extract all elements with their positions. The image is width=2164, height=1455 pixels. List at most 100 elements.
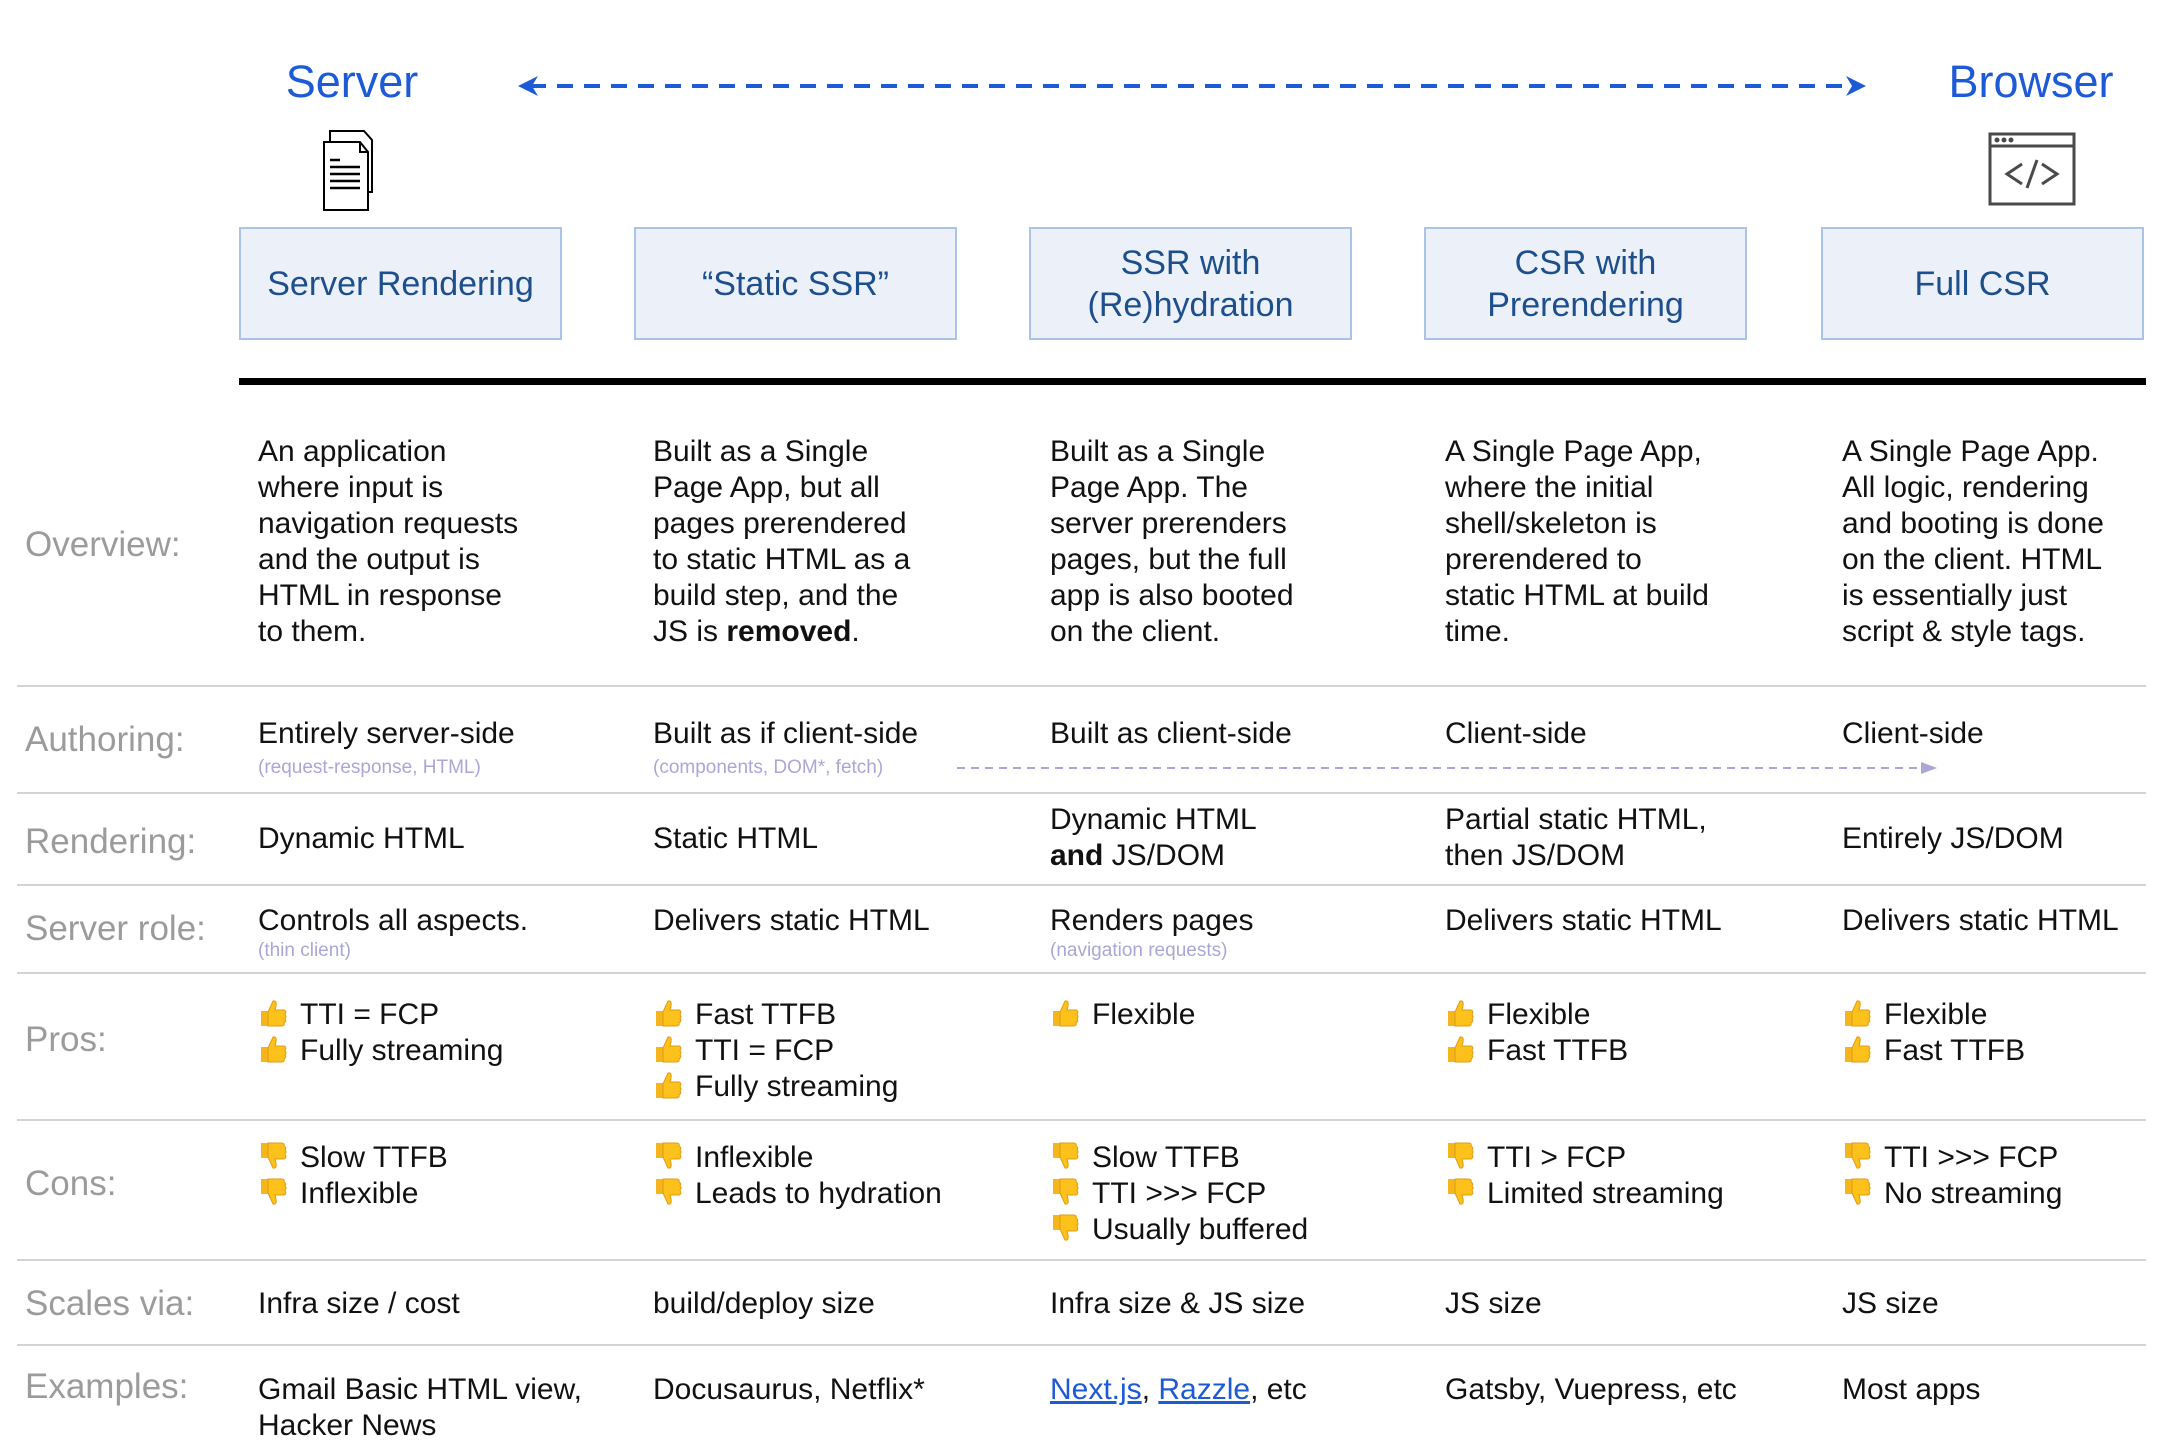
cell-line: Page App. The (1050, 470, 1294, 506)
pros-cell: TTI = FCP Fully streaming (258, 997, 503, 1069)
cell-line: time. (1445, 614, 1709, 650)
cell-text: Renders pages (1050, 904, 1254, 937)
cell-line: and JS/DOM (1050, 838, 1257, 874)
cell-line: Fast TTFB (1445, 1033, 1628, 1069)
cell-text: and (1050, 839, 1104, 872)
cell-text: , etc (1250, 1373, 1307, 1406)
row-label-overview: Overview: (25, 525, 181, 564)
cell-line: and the output is (258, 542, 518, 578)
cons-cell: Slow TTFB TTI >>> FCP Usually buffered (1050, 1140, 1308, 1248)
column-header-box: SSR with (Re)hydration (1029, 227, 1352, 340)
cell-line: Infra size / cost (258, 1286, 460, 1322)
thumbs-down-icon (261, 1142, 287, 1169)
server-title: Server (285, 56, 419, 107)
example-link[interactable]: Next.js (1050, 1373, 1142, 1406)
cell-text: JS size (1842, 1287, 1939, 1320)
pros-cell: Fast TTFB TTI = FCP Fully streaming (653, 997, 898, 1105)
thumbs-up-icon (1845, 1036, 1871, 1063)
cell-text: Slow TTFB (300, 1141, 448, 1174)
thumbs-down-icon (1053, 1142, 1079, 1169)
cell-text: to them. (258, 615, 367, 648)
thumbs-down-icon (1448, 1178, 1474, 1205)
cell-subnote: (components, DOM*, fetch) (653, 757, 884, 778)
cell-line: HTML in response (258, 578, 518, 614)
cell-text: Gatsby, Vuepress, etc (1445, 1373, 1737, 1406)
cell-text: A Single Page App, (1445, 435, 1702, 468)
cell-text: TTI > FCP (1487, 1141, 1627, 1174)
cell-line: Fast TTFB (653, 997, 898, 1033)
cell-text: Built as if client-side (653, 717, 919, 750)
row-divider (17, 1344, 2146, 1346)
cell-line: Static HTML (653, 821, 818, 857)
cell-line: Usually buffered (1050, 1212, 1308, 1248)
authoring-cell: Entirely server-side (request-response, H… (258, 716, 515, 780)
cell-text: static HTML at build (1445, 579, 1709, 612)
cell-line: Fast TTFB (1842, 1033, 2025, 1069)
cell-line: shell/skeleton is (1445, 506, 1709, 542)
cell-text: server prerenders (1050, 507, 1287, 540)
cell-line: navigation requests (258, 506, 518, 542)
cons-cell: Slow TTFB Inflexible (258, 1140, 448, 1212)
cell-line: server prerenders (1050, 506, 1294, 542)
column-header-title: Server Rendering (267, 264, 534, 303)
cell-text: , (1141, 1373, 1159, 1406)
cell-text: Flexible (1884, 998, 1988, 1031)
cell-text: Flexible (1092, 998, 1196, 1031)
cell-text: pages prerendered (653, 507, 907, 540)
cell-text: prerendered to (1445, 543, 1642, 576)
cell-text: and booting is done (1842, 507, 2104, 540)
column-header-title: SSR with (1120, 243, 1261, 282)
row-divider (17, 884, 2146, 886)
cell-line: Flexible (1050, 997, 1195, 1033)
example-link[interactable]: Razzle (1158, 1373, 1251, 1406)
cell-line: TTI >>> FCP (1050, 1176, 1308, 1212)
thumbs-down-icon (656, 1142, 682, 1169)
cell-line: Client-side (1445, 716, 1587, 752)
thumbs-up-icon (261, 1036, 287, 1063)
thumbs-down-icon (261, 1178, 287, 1205)
cell-line: Inflexible (258, 1176, 448, 1212)
row-divider (17, 792, 2146, 794)
cell-text: Partial static HTML, (1445, 803, 1707, 836)
browser-code-icon (1988, 132, 2076, 206)
cell-text: Entirely server-side (258, 717, 515, 750)
cell-line: Built as client-side (1050, 716, 1292, 752)
server-browser-arrow (518, 76, 1866, 96)
cell-subnote: (navigation requests) (1050, 940, 1228, 961)
cell-text: is essentially just (1842, 579, 2068, 612)
authoring-cell: Client-side (1842, 716, 1984, 752)
authoring-cell: Built as if client-side (components, DOM*… (653, 716, 918, 780)
cell-line: static HTML at build (1445, 578, 1709, 614)
cell-text: Docusaurus, Netflix* (653, 1373, 925, 1406)
cell-line: JS is removed. (653, 614, 910, 650)
cell-text: Dynamic HTML (258, 822, 465, 855)
cell-text: Fast TTFB (1487, 1034, 1629, 1067)
cell-line: build/deploy size (653, 1286, 875, 1322)
column-header-box: Full CSR (1821, 227, 2144, 340)
thumbs-down-icon (656, 1178, 682, 1205)
cell-text: Built as a Single (653, 435, 869, 468)
cell-line: Flexible (1842, 997, 2025, 1033)
thumbs-up-icon (1448, 1036, 1474, 1063)
column-header-title: CSR with (1514, 243, 1657, 282)
cell-text: Inflexible (300, 1177, 419, 1210)
cell-line: script & style tags. (1842, 614, 2104, 650)
cell-line: Page App, but all (653, 470, 910, 506)
cell-text: Client-side (1842, 717, 1984, 750)
server-role-cell: Delivers static HTML (1842, 903, 2119, 939)
cell-line: Most apps (1842, 1372, 1980, 1408)
cell-text: app is also booted (1050, 579, 1294, 612)
cell-text: All logic, rendering (1842, 471, 2089, 504)
server-role-cell: Controls all aspects. (thin client) (258, 903, 528, 963)
row-label-examples: Examples: (25, 1367, 189, 1406)
rendering-cell: Entirely JS/DOM (1842, 821, 2064, 857)
cell-text: Page App, but all (653, 471, 880, 504)
cell-line: Delivers static HTML (1842, 903, 2119, 939)
cell-text: Fast TTFB (1884, 1034, 2026, 1067)
cell-text: . (851, 615, 860, 648)
cell-text: Client-side (1445, 717, 1587, 750)
thumbs-up-icon (1845, 1000, 1871, 1027)
cell-line: to static HTML as a (653, 542, 910, 578)
cell-line: on the client. (1050, 614, 1294, 650)
cell-text: pages, but the full (1050, 543, 1287, 576)
